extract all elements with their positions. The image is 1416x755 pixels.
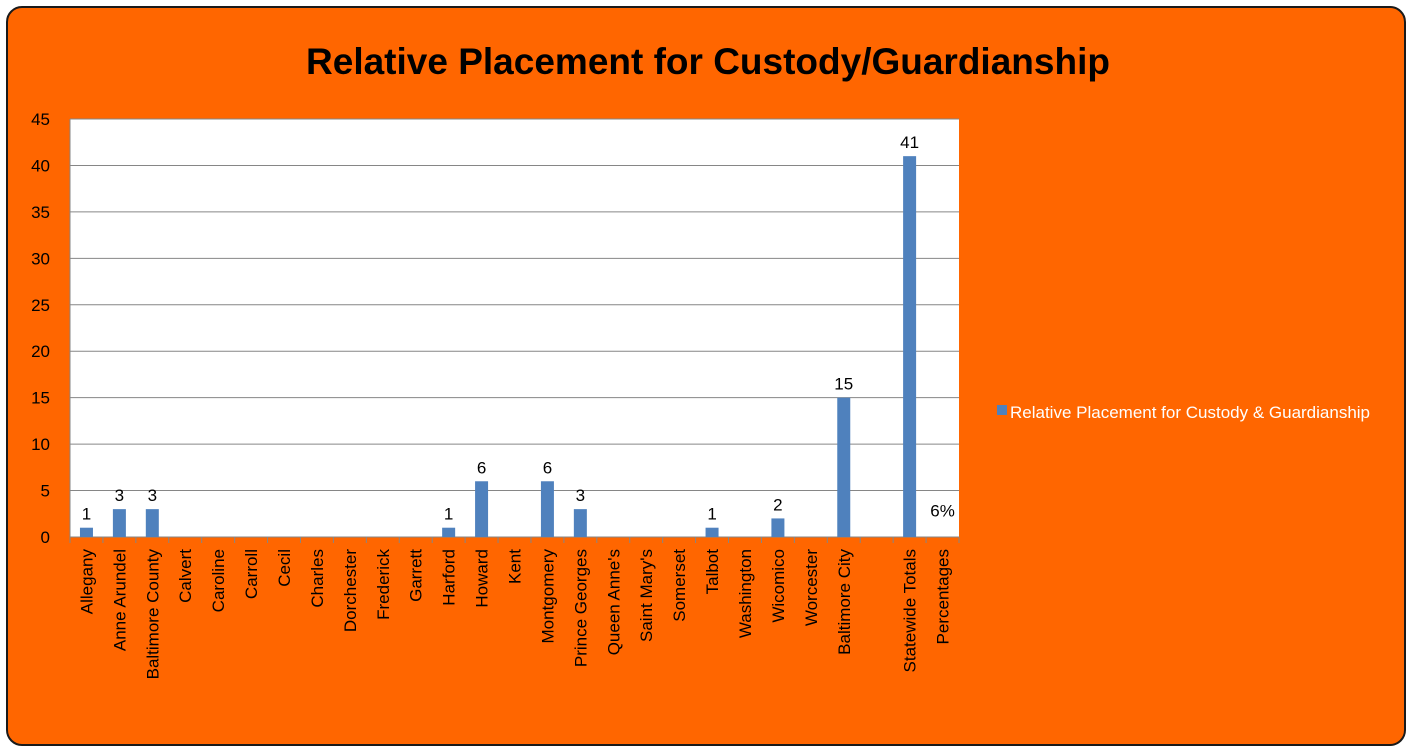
bar-prince-georges: [573, 509, 587, 537]
x-tick-label: Queen Anne's: [604, 549, 623, 655]
data-label: 1: [82, 505, 91, 524]
plot-area: [70, 119, 959, 537]
x-tick-label: Garrett: [407, 549, 426, 602]
y-tick-label: 15: [31, 389, 50, 408]
data-label: 2: [773, 495, 782, 514]
x-tick-label: Saint Mary's: [637, 549, 656, 642]
x-tick-label: Baltimore City: [835, 549, 854, 655]
y-tick-label: 25: [31, 296, 50, 315]
x-tick-label: Baltimore County: [143, 549, 162, 680]
data-label: 6: [543, 458, 552, 477]
bar-montgomery: [540, 481, 554, 537]
data-label: 6%: [930, 502, 955, 521]
bar-statewide-totals: [903, 156, 917, 537]
data-label: 1: [444, 505, 453, 524]
bar-baltimore-city: [837, 397, 851, 537]
x-tick-label: Montgomery: [538, 549, 557, 644]
x-tick-label: Allegany: [77, 549, 96, 615]
x-tick-label: Talbot: [703, 549, 722, 595]
y-tick-label: 10: [31, 435, 50, 454]
x-tick-label: Calvert: [176, 549, 195, 603]
y-tick-label: 40: [31, 156, 50, 175]
x-tick-label: Charles: [308, 549, 327, 608]
x-tick-label: Prince Georges: [571, 549, 590, 667]
data-label: 41: [900, 133, 919, 152]
y-tick-label: 35: [31, 203, 50, 222]
x-tick-label: Cecil: [275, 549, 294, 587]
y-tick-label: 20: [31, 342, 50, 361]
x-tick-label: Howard: [473, 549, 492, 608]
bar-wicomico: [771, 518, 785, 537]
x-tick-label: Frederick: [374, 549, 393, 620]
y-tick-label: 5: [41, 482, 50, 501]
y-tick-label: 30: [31, 249, 50, 268]
x-tick-label: Wicomico: [769, 549, 788, 623]
x-tick-label: Statewide Totals: [901, 549, 920, 672]
bar-harford: [442, 527, 456, 537]
x-tick-label: Harford: [440, 549, 459, 606]
bar-anne-arundel: [112, 509, 126, 537]
y-tick-label: 45: [31, 110, 50, 129]
x-tick-label: Washington: [736, 549, 755, 638]
chart-svg: 0 5 10 15 20 25 30 35 40 45 1 Allegany 3 Anne Arundel…: [31, 110, 960, 680]
bar-baltimore-county: [145, 509, 159, 537]
y-tick-label: 0: [41, 528, 50, 547]
x-tick-label: Somerset: [670, 549, 689, 622]
chart-title: Relative Placement for Custody/Guardians…: [306, 41, 1110, 82]
bar-talbot: [705, 527, 719, 537]
legend-label: Relative Placement for Custody & Guardia…: [1010, 403, 1371, 422]
x-tick-label: Caroline: [209, 549, 228, 612]
data-label: 15: [834, 375, 853, 394]
data-label: 3: [148, 486, 157, 505]
bar-allegany: [79, 527, 93, 537]
x-tick-label: Worcester: [802, 549, 821, 626]
data-label: 1: [707, 505, 716, 524]
data-label: 6: [477, 458, 486, 477]
data-label: 3: [115, 486, 124, 505]
data-label: 3: [576, 486, 585, 505]
x-tick-label: Dorchester: [341, 549, 360, 632]
bar-howard: [475, 481, 489, 537]
chart-frame: Relative Placement for Custody/Guardians…: [6, 6, 1406, 746]
legend-swatch: [997, 405, 1007, 415]
x-tick-label: Anne Arundel: [110, 549, 129, 651]
x-tick-label: Carroll: [242, 549, 261, 599]
x-tick-label: Percentages: [934, 549, 953, 644]
x-tick-label: Kent: [506, 549, 525, 584]
